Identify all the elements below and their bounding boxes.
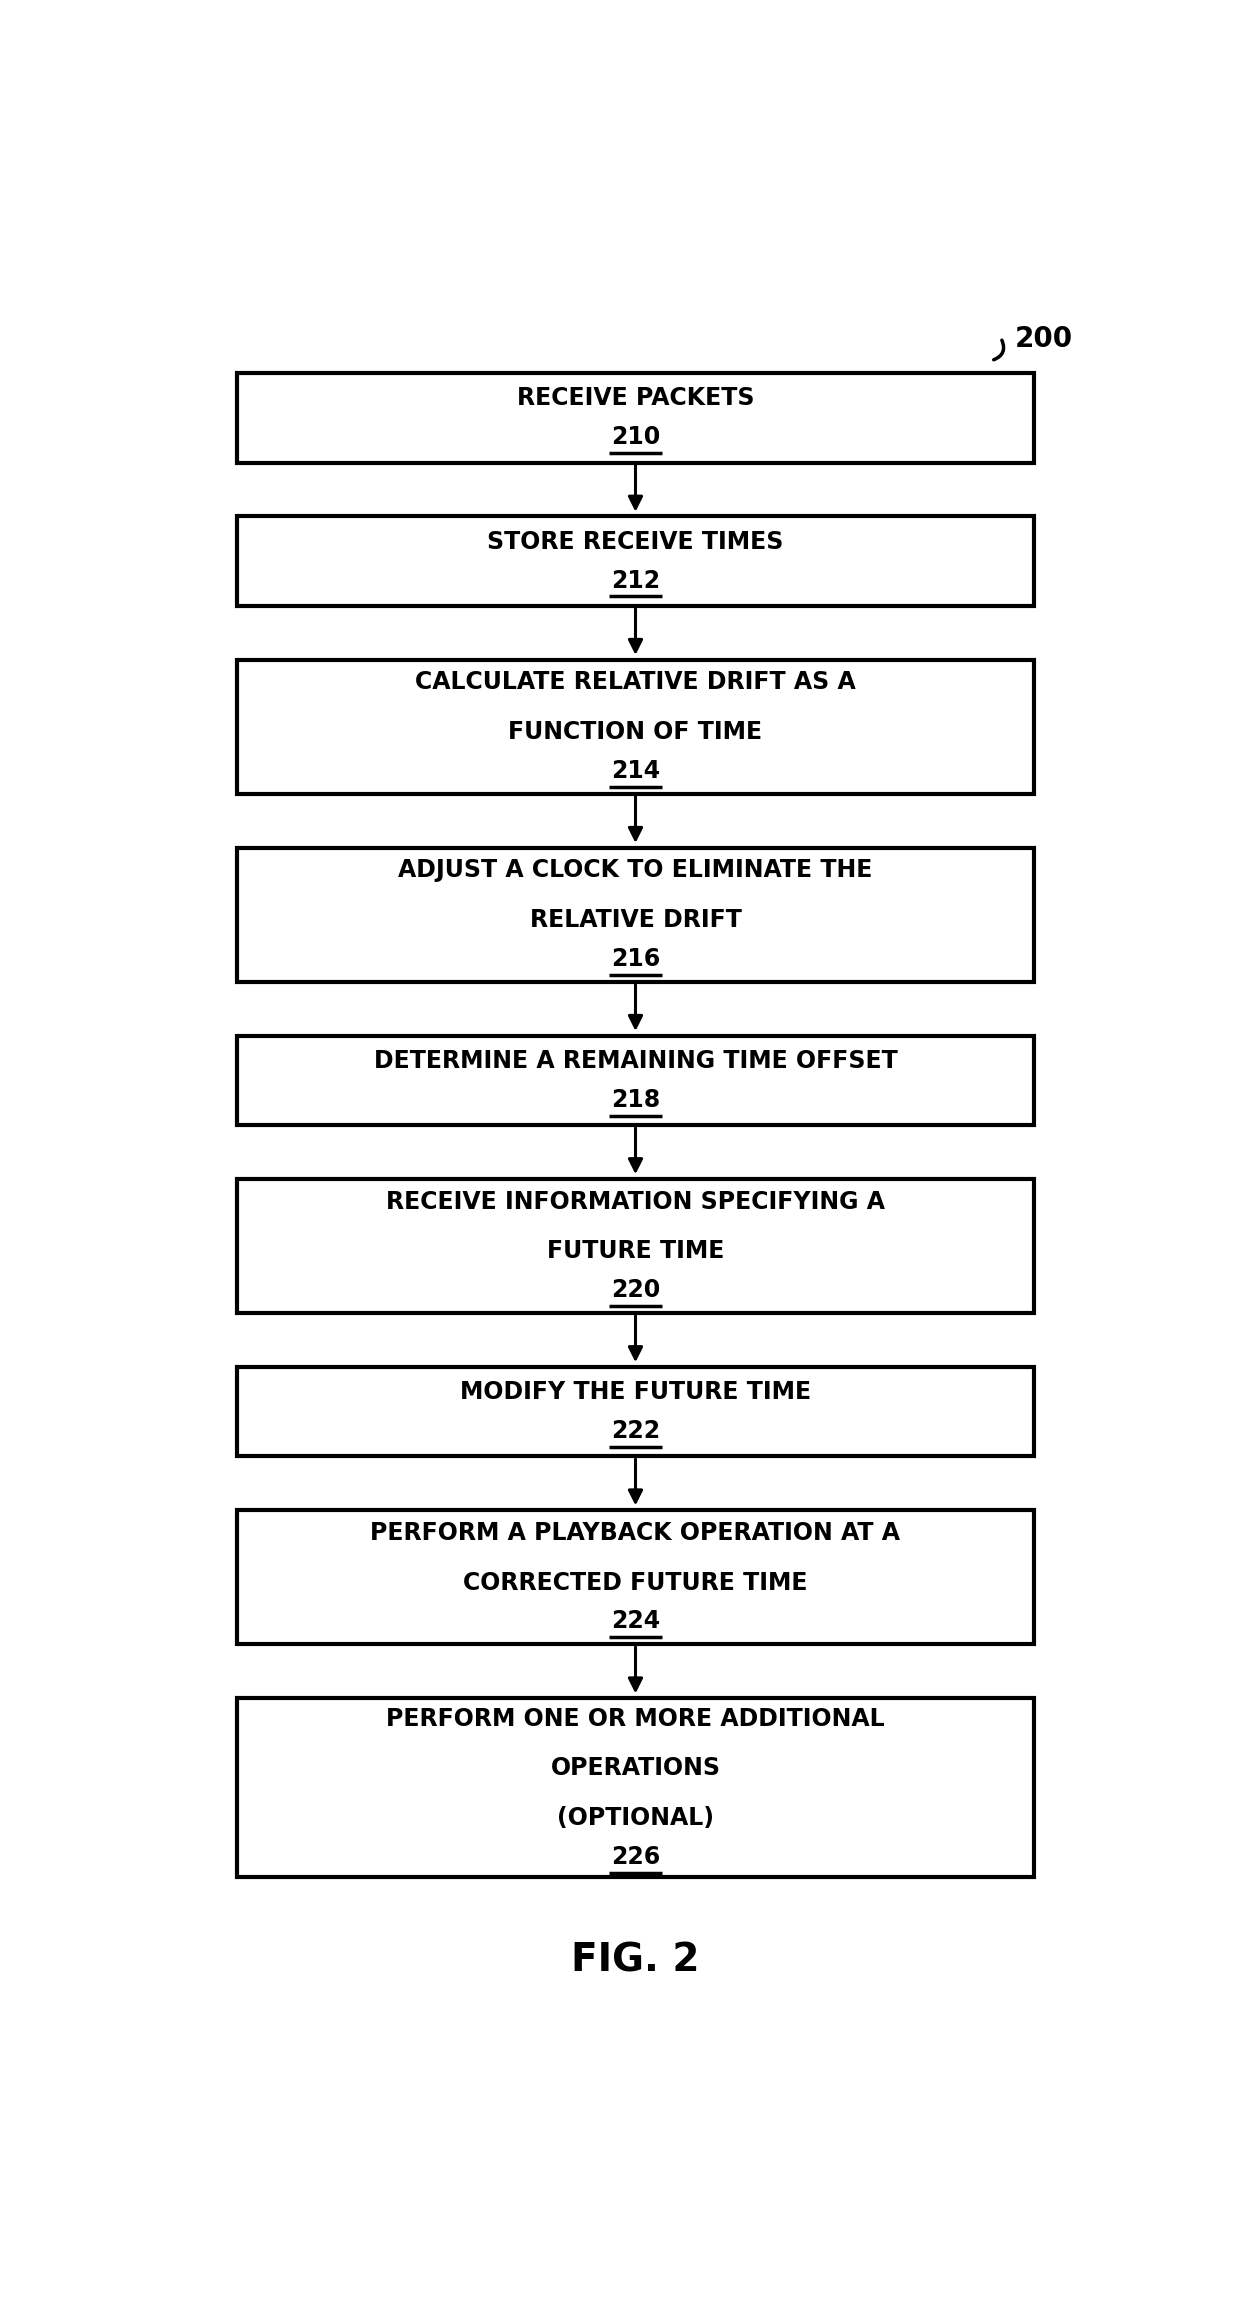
Text: 212: 212 (611, 568, 660, 593)
Text: 218: 218 (611, 1087, 660, 1112)
Bar (237, 848, 1034, 981)
Text: 224: 224 (611, 1609, 660, 1634)
Text: 214: 214 (611, 758, 660, 784)
Bar (237, 1036, 1034, 1126)
Bar (237, 1698, 1034, 1877)
Text: 220: 220 (611, 1278, 660, 1303)
Text: FUNCTION OF TIME: FUNCTION OF TIME (508, 719, 763, 745)
Text: RECEIVE PACKETS: RECEIVE PACKETS (517, 386, 754, 411)
Bar (237, 1367, 1034, 1457)
Text: FIG. 2: FIG. 2 (572, 1942, 699, 1979)
Bar (237, 660, 1034, 793)
Text: (OPTIONAL): (OPTIONAL) (557, 1806, 714, 1829)
Bar (237, 372, 1034, 462)
Text: ADJUST A CLOCK TO ELIMINATE THE: ADJUST A CLOCK TO ELIMINATE THE (398, 859, 873, 882)
Text: MODIFY THE FUTURE TIME: MODIFY THE FUTURE TIME (460, 1381, 811, 1404)
Text: 216: 216 (611, 947, 660, 972)
Text: 210: 210 (611, 425, 660, 450)
Text: CORRECTED FUTURE TIME: CORRECTED FUTURE TIME (464, 1570, 807, 1595)
Bar (237, 517, 1034, 607)
Text: 200: 200 (1016, 326, 1074, 354)
Text: OPERATIONS: OPERATIONS (551, 1756, 720, 1781)
Text: PERFORM ONE OR MORE ADDITIONAL: PERFORM ONE OR MORE ADDITIONAL (386, 1707, 885, 1730)
Text: STORE RECEIVE TIMES: STORE RECEIVE TIMES (487, 529, 784, 554)
Text: RELATIVE DRIFT: RELATIVE DRIFT (529, 908, 742, 933)
Text: 222: 222 (611, 1420, 660, 1443)
Text: CALCULATE RELATIVE DRIFT AS A: CALCULATE RELATIVE DRIFT AS A (415, 671, 856, 694)
Bar (237, 1179, 1034, 1312)
Text: PERFORM A PLAYBACK OPERATION AT A: PERFORM A PLAYBACK OPERATION AT A (371, 1521, 900, 1544)
Bar (237, 1510, 1034, 1645)
Text: 226: 226 (611, 1845, 660, 1868)
Text: RECEIVE INFORMATION SPECIFYING A: RECEIVE INFORMATION SPECIFYING A (386, 1190, 885, 1213)
Text: FUTURE TIME: FUTURE TIME (547, 1239, 724, 1264)
Text: DETERMINE A REMAINING TIME OFFSET: DETERMINE A REMAINING TIME OFFSET (373, 1048, 898, 1073)
